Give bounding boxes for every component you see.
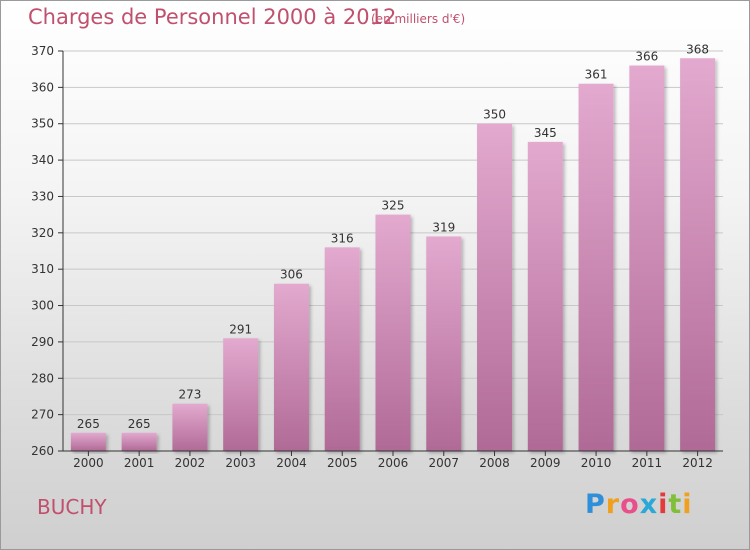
bar-2008 <box>477 123 513 452</box>
data-label: 350 <box>483 108 506 122</box>
y-tick-label: 330 <box>31 189 54 203</box>
bar-2012 <box>680 58 716 451</box>
data-label: 361 <box>585 68 608 82</box>
logo-letter: o <box>620 489 640 520</box>
x-tick-label: 2011 <box>632 456 663 470</box>
labels: 260 270 280 290 300 310 320 330 340 350 360 370 265 2… <box>31 42 713 470</box>
y-tick-label: 290 <box>31 335 54 349</box>
logo-letter: P <box>585 489 606 520</box>
proxiti-logo: Proxiti <box>585 489 693 520</box>
chart-subtitle: (en milliers d'€) <box>371 12 466 26</box>
bar-2004 <box>273 283 309 451</box>
y-tick-label: 260 <box>31 444 54 458</box>
bar-2002 <box>172 403 208 451</box>
x-tick-label: 2012 <box>682 456 713 470</box>
data-label: 345 <box>534 126 557 140</box>
y-tick-label: 320 <box>31 226 54 240</box>
data-label: 265 <box>77 417 100 431</box>
y-tick-label: 310 <box>31 262 54 276</box>
logo-letter: x <box>639 489 659 520</box>
bar-2001 <box>121 432 157 451</box>
data-label: 316 <box>331 231 354 245</box>
logo-letter: r <box>605 489 621 520</box>
x-tick-label: 2008 <box>479 456 510 470</box>
data-label: 319 <box>432 220 455 234</box>
data-label: 265 <box>128 417 151 431</box>
x-tick-label: 2001 <box>124 456 155 470</box>
x-tick-label: 2010 <box>581 456 612 470</box>
x-tick-label: 2002 <box>175 456 206 470</box>
bar-2000 <box>70 432 106 451</box>
y-tick-label: 350 <box>31 117 54 131</box>
commune-name: BUCHY <box>37 495 107 519</box>
data-label: 366 <box>635 50 658 64</box>
axes <box>58 50 723 456</box>
x-tick-label: 2004 <box>276 456 307 470</box>
y-tick-label: 270 <box>31 408 54 422</box>
data-label: 273 <box>178 388 201 402</box>
y-tick-label: 340 <box>31 153 54 167</box>
x-tick-label: 2006 <box>378 456 409 470</box>
bar-2005 <box>324 247 360 451</box>
chart-title: Charges de Personnel 2000 à 2012 <box>28 5 397 29</box>
bar-2010 <box>578 83 614 452</box>
data-label: 291 <box>229 322 252 336</box>
x-tick-label: 2009 <box>530 456 561 470</box>
y-tick-label: 300 <box>31 299 54 313</box>
x-tick-label: 2000 <box>73 456 104 470</box>
y-tick-label: 280 <box>31 371 54 385</box>
logo-letter: t <box>668 489 683 520</box>
x-tick-label: 2005 <box>327 456 358 470</box>
bar-2011 <box>629 65 665 451</box>
data-label: 306 <box>280 268 303 282</box>
data-label: 325 <box>382 199 405 213</box>
bar-2003 <box>223 338 259 451</box>
bar-2009 <box>527 141 563 451</box>
y-tick-label: 360 <box>31 80 54 94</box>
y-tick-label: 370 <box>31 44 54 58</box>
bar-2007 <box>426 236 462 451</box>
bars <box>70 58 716 452</box>
bar-2006 <box>375 214 411 451</box>
data-label: 368 <box>686 42 709 56</box>
x-tick-label: 2007 <box>428 456 459 470</box>
x-tick-label: 2003 <box>225 456 256 470</box>
logo-letter: i <box>658 489 669 520</box>
logo-letter: i <box>682 489 693 520</box>
